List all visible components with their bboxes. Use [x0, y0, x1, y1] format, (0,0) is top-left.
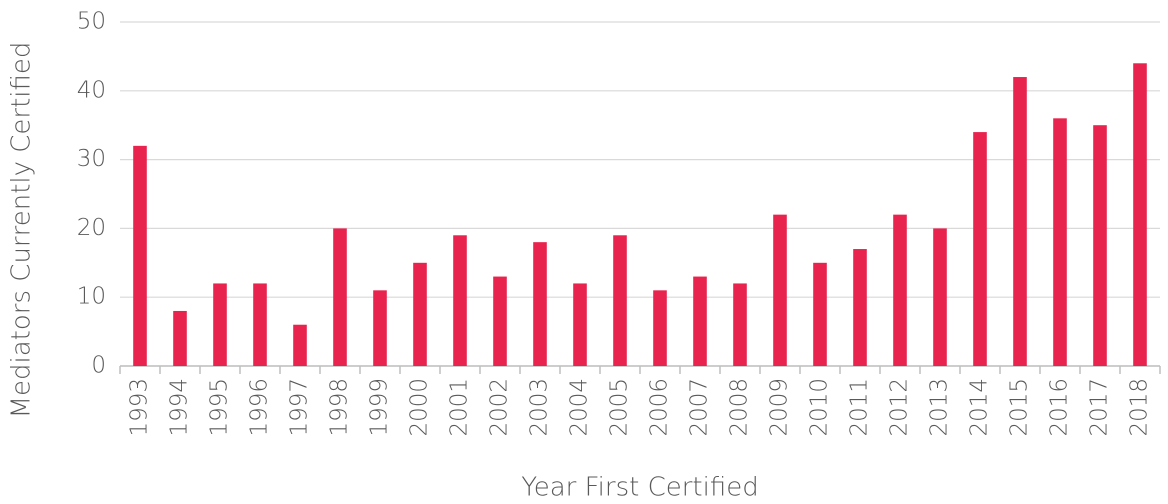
bar [733, 283, 747, 366]
bar [1093, 125, 1107, 366]
x-tick-label: 2010 [807, 378, 833, 437]
bar [773, 214, 787, 366]
x-tick-label: 2005 [607, 378, 633, 437]
bar [493, 276, 507, 366]
bar [253, 283, 267, 366]
x-tick-label: 2008 [727, 378, 753, 437]
x-tick-label: 2017 [1087, 378, 1113, 437]
bar [893, 214, 907, 366]
x-tick-label: 2011 [847, 378, 873, 437]
x-tick-label: 1997 [287, 378, 313, 437]
bar [933, 228, 947, 366]
bar [1053, 118, 1067, 366]
x-tick-label: 2007 [687, 378, 713, 437]
x-tick-label: 2012 [887, 378, 913, 437]
bar [693, 276, 707, 366]
y-tick-label: 20 [77, 215, 106, 241]
bar [533, 242, 547, 366]
x-tick-label: 1999 [367, 378, 393, 437]
bar [613, 235, 627, 366]
bar [973, 132, 987, 366]
y-tick-label: 0 [91, 353, 106, 379]
x-tick-label: 1994 [167, 378, 193, 437]
bar [373, 290, 387, 366]
bar [133, 145, 147, 366]
x-tick-label: 2000 [407, 378, 433, 437]
x-tick-label: 1993 [127, 378, 153, 437]
x-axis-title: Year First Certified [521, 473, 758, 503]
x-tick-label: 2009 [767, 378, 793, 437]
x-tick-label: 2006 [647, 378, 673, 437]
x-tick-label: 2003 [527, 378, 553, 437]
bar [813, 262, 827, 366]
bar [573, 283, 587, 366]
y-tick-label: 30 [77, 146, 106, 172]
x-tick-label: 2013 [927, 378, 953, 437]
x-tick-label: 1996 [247, 378, 273, 437]
bar [413, 262, 427, 366]
bar [853, 249, 867, 366]
bar [293, 324, 307, 366]
x-tick-label: 2014 [967, 378, 993, 437]
x-tick-label: 2001 [447, 378, 473, 437]
bar [173, 310, 187, 366]
bar [213, 283, 227, 366]
y-axis-title: Mediators Currently Certified [7, 42, 37, 419]
bar [1133, 63, 1147, 366]
bar [1013, 77, 1027, 366]
bar [653, 290, 667, 366]
x-tick-label: 2016 [1047, 378, 1073, 437]
x-tick-label: 2004 [567, 378, 593, 437]
bar [333, 228, 347, 366]
x-tick-label: 1995 [207, 378, 233, 437]
y-tick-label: 50 [77, 9, 106, 35]
bar [453, 235, 467, 366]
y-tick-label: 40 [77, 77, 106, 103]
x-tick-label: 2015 [1007, 378, 1033, 437]
x-tick-label: 2002 [487, 378, 513, 437]
y-tick-label: 10 [77, 284, 106, 310]
x-tick-label: 2018 [1127, 378, 1153, 437]
x-tick-label: 1998 [327, 378, 353, 437]
